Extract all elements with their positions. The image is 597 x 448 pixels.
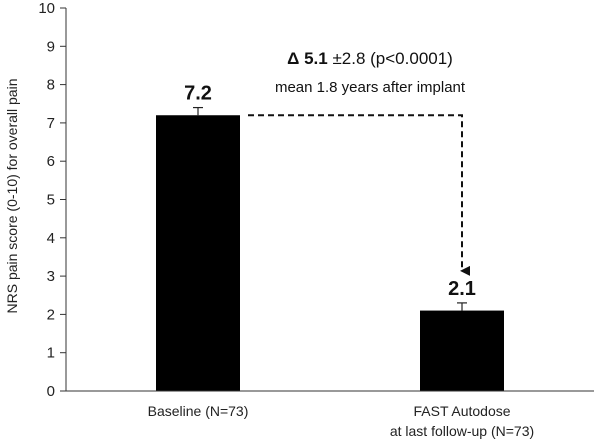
y-tick-label: 8 [47,77,55,94]
delta-annotation-rest: ±2.8 (p<0.0001) [328,49,453,68]
y-tick-label: 0 [47,383,55,400]
y-tick-label: 7 [47,115,55,132]
bars [156,115,504,392]
y-axis-title: NRS pain score (0-10) for overall pain [4,79,20,314]
y-tick-label: 2 [47,306,55,323]
delta-annotation-bold: Δ 5.1 [287,49,328,68]
change-arrow [248,114,470,276]
data-label: 7.2 [184,83,212,105]
x-category-label: at last follow-up (N=73) [390,423,534,439]
y-tick-label: 10 [38,0,55,17]
y-tick-label: 3 [47,268,55,285]
y-tick-label: 9 [47,38,55,55]
delta-annotation: Δ 5.1 ±2.8 (p<0.0001) [287,49,453,68]
delta-annotation-subtext: mean 1.8 years after implant [275,79,466,96]
x-axis-category-labels: Baseline (N=73) FAST Autodose at last foll… [148,403,535,439]
y-tick-label: 1 [47,345,55,362]
y-tick-label: 5 [47,192,55,209]
x-category-label: Baseline (N=73) [148,403,249,419]
y-tick-label: 4 [47,230,55,247]
error-bars [193,106,467,311]
data-labels: 7.2 2.1 [184,83,476,300]
x-category-label: FAST Autodose [413,403,510,419]
y-tick-label: 6 [47,153,55,170]
y-axis-ticks: 0 1 2 3 4 5 6 7 8 9 10 [38,0,66,400]
bar [156,115,240,392]
data-label: 2.1 [448,278,476,300]
bar [420,310,504,391]
